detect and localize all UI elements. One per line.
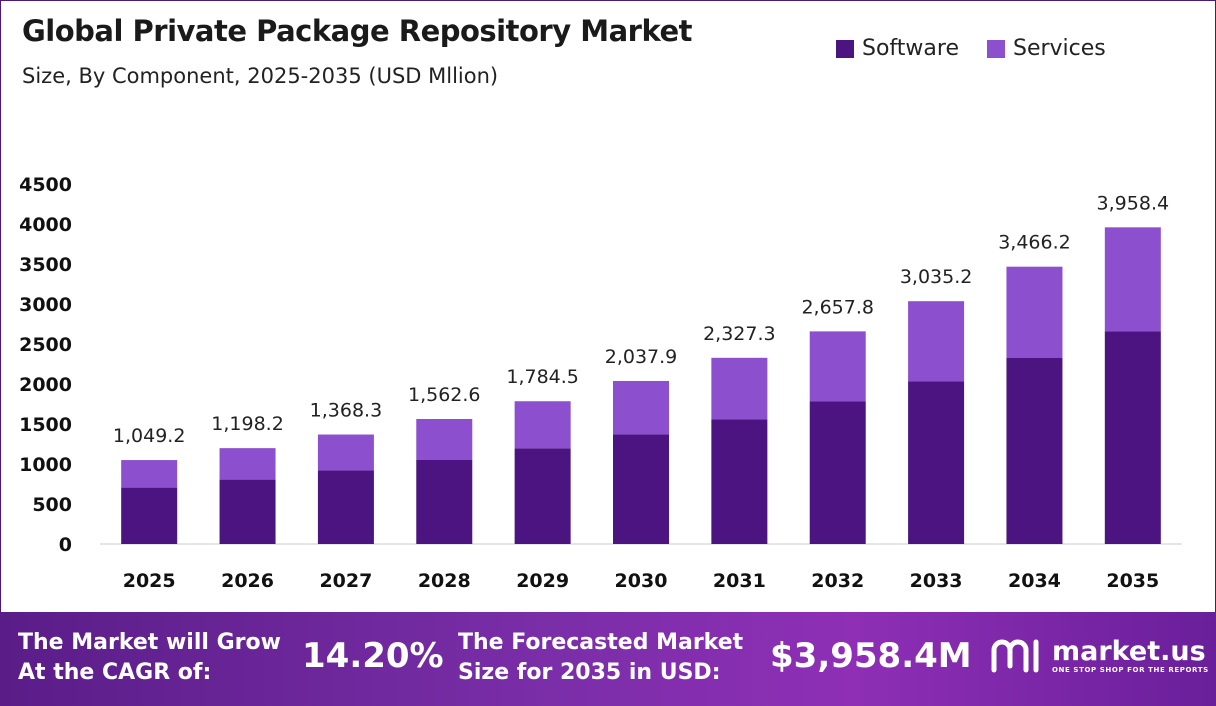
bar-services-2030 — [613, 380, 669, 435]
cagr-label-line2: At the CAGR of: — [18, 660, 212, 685]
bar-software-2033 — [908, 381, 965, 544]
bar-software-2029 — [514, 448, 571, 544]
x-tick-label-2026: 2026 — [221, 570, 274, 592]
bar-software-2030 — [613, 434, 669, 544]
bar-services-2033 — [908, 301, 965, 382]
y-tick-label: 4500 — [19, 174, 72, 196]
x-tick-label-2025: 2025 — [123, 570, 176, 592]
x-tick-label-2035: 2035 — [1106, 570, 1159, 592]
bar-services-2025 — [121, 460, 178, 488]
bar-software-2035 — [1104, 331, 1161, 544]
legend-label-software: Software — [862, 36, 959, 61]
legend-item-software: Software — [836, 36, 959, 61]
y-tick-label: 500 — [32, 494, 72, 516]
y-tick-label: 0 — [59, 534, 72, 556]
cagr-value: 14.20% — [302, 636, 444, 676]
bar-services-2027 — [317, 434, 374, 471]
total-label-2027: 1,368.3 — [310, 400, 383, 422]
legend-swatch-software — [836, 39, 854, 58]
footer-banner: The Market will Grow At the CAGR of: 14.… — [0, 612, 1216, 706]
cagr-label-line1: The Market will Grow — [18, 630, 281, 655]
total-label-2035: 3,958.4 — [1097, 192, 1170, 214]
x-tick-label-2031: 2031 — [713, 570, 766, 592]
forecast-label: The Forecasted Market Size for 2035 in U… — [458, 628, 743, 688]
bar-services-2029 — [514, 401, 571, 449]
total-label-2028: 1,562.6 — [408, 384, 481, 406]
bar-software-2025 — [121, 487, 178, 544]
forecast-value: $3,958.4M — [770, 636, 972, 676]
logo-tagline: ONE STOP SHOP FOR THE REPORTS — [1052, 666, 1209, 674]
x-tick-label-2032: 2032 — [811, 570, 864, 592]
bar-software-2034 — [1006, 358, 1063, 544]
total-label-2031: 2,327.3 — [703, 323, 776, 345]
x-tick-label-2034: 2034 — [1008, 570, 1061, 592]
x-tick-label-2030: 2030 — [615, 570, 668, 592]
legend: Software Services — [836, 36, 1106, 61]
y-tick-label: 2000 — [19, 374, 72, 396]
y-tick-label: 1000 — [19, 454, 72, 476]
bar-services-2035 — [1104, 227, 1161, 332]
forecast-label-line2: Size for 2035 in USD: — [458, 660, 721, 685]
logo-name: market.us — [1052, 636, 1206, 667]
legend-swatch-services — [986, 39, 1005, 58]
bar-services-2026 — [219, 448, 276, 480]
y-tick-label: 3000 — [19, 294, 72, 316]
total-label-2029: 1,784.5 — [506, 366, 579, 388]
stacked-bar-chart: 0 500 1000 1500 2000 2500 3000 3500 4000 4500 1,04… — [19, 174, 1182, 592]
bar-services-2028 — [416, 418, 473, 460]
bar-services-2031 — [711, 357, 768, 420]
bar-software-2027 — [317, 470, 374, 544]
market-us-logo-icon — [991, 639, 1039, 673]
legend-label-services: Services — [1012, 36, 1106, 61]
total-label-2033: 3,035.2 — [900, 266, 973, 288]
chart-title: Global Private Package Repository Market — [22, 14, 692, 48]
y-tick-label: 4000 — [19, 214, 72, 236]
x-tick-label-2033: 2033 — [910, 570, 963, 592]
total-label-2032: 2,657.8 — [801, 296, 874, 318]
total-label-2026: 1,198.2 — [211, 413, 284, 435]
legend-item-services: Services — [986, 36, 1106, 61]
bar-services-2032 — [809, 331, 866, 402]
bar-software-2032 — [809, 401, 866, 544]
forecast-label-line1: The Forecasted Market — [458, 630, 744, 655]
market-us-logo: market.us ONE STOP SHOP FOR THE REPORTS — [990, 636, 1209, 676]
y-tick-label: 3500 — [19, 254, 72, 276]
cagr-label: The Market will Grow At the CAGR of: — [18, 628, 281, 688]
y-tick-label: 2500 — [19, 334, 72, 356]
bar-software-2031 — [711, 419, 768, 544]
x-tick-label-2029: 2029 — [516, 570, 569, 592]
bar-software-2028 — [416, 460, 473, 544]
bar-software-2026 — [219, 479, 276, 544]
chart-subtitle: Size, By Component, 2025-2035 (USD Mllio… — [22, 64, 499, 88]
total-label-2025: 1,049.2 — [113, 425, 186, 447]
x-tick-label-2028: 2028 — [418, 570, 471, 592]
x-tick-label-2027: 2027 — [319, 570, 372, 592]
bar-services-2034 — [1006, 266, 1063, 358]
y-tick-label: 1500 — [19, 414, 72, 436]
total-label-2030: 2,037.9 — [605, 346, 678, 368]
total-label-2034: 3,466.2 — [998, 232, 1071, 254]
